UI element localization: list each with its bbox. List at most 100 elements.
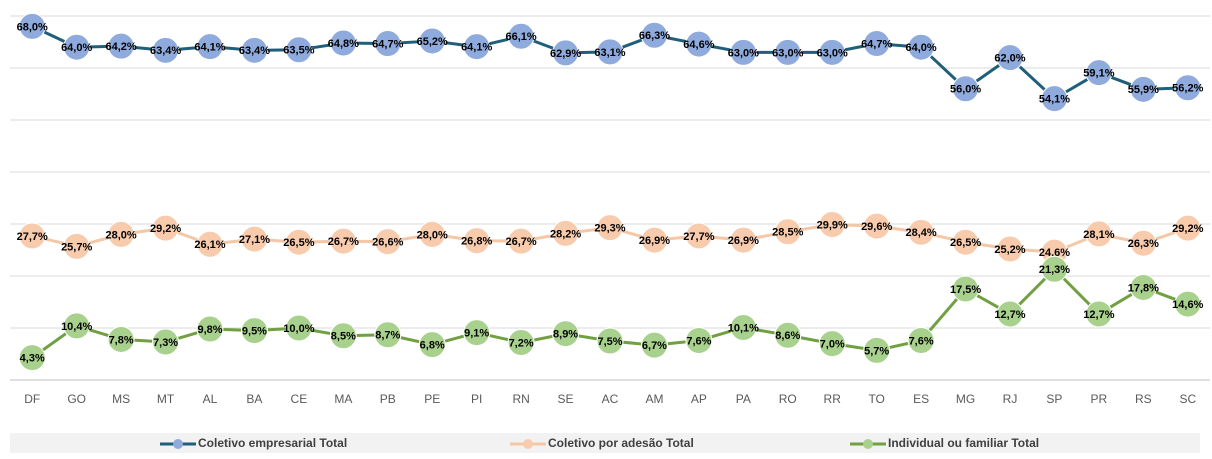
data-label: 26,8% bbox=[461, 236, 492, 248]
data-label: 7,5% bbox=[597, 336, 622, 348]
data-label: 26,6% bbox=[372, 237, 403, 249]
x-tick-label: AP bbox=[691, 392, 707, 406]
marker bbox=[18, 12, 46, 40]
data-label: 54,1% bbox=[1039, 94, 1070, 106]
x-tick-label: RS bbox=[1135, 392, 1152, 406]
marker bbox=[996, 235, 1024, 263]
data-label: 9,5% bbox=[242, 326, 267, 338]
marker bbox=[907, 326, 935, 354]
marker bbox=[374, 30, 402, 58]
data-label: 6,7% bbox=[642, 340, 667, 352]
data-label: 7,6% bbox=[909, 335, 934, 347]
marker bbox=[196, 33, 224, 61]
data-label: 17,8% bbox=[1128, 282, 1159, 294]
marker bbox=[552, 39, 580, 67]
data-label: 26,9% bbox=[728, 235, 759, 247]
marker bbox=[1040, 255, 1068, 283]
marker bbox=[729, 226, 757, 254]
x-tick-label: MS bbox=[112, 392, 130, 406]
data-label: 63,0% bbox=[728, 47, 759, 59]
marker bbox=[552, 320, 580, 348]
data-label: 25,7% bbox=[61, 241, 92, 253]
data-label: 29,6% bbox=[861, 221, 892, 233]
data-label: 64,8% bbox=[328, 38, 359, 50]
x-tick-label: PR bbox=[1091, 392, 1108, 406]
marker bbox=[907, 33, 935, 61]
data-label: 28,5% bbox=[772, 227, 803, 239]
marker bbox=[685, 222, 713, 250]
data-label: 63,0% bbox=[772, 47, 803, 59]
x-tick-label: SC bbox=[1179, 392, 1196, 406]
marker bbox=[240, 225, 268, 253]
data-label: 29,3% bbox=[594, 223, 625, 235]
data-label: 7,3% bbox=[153, 337, 178, 349]
marker bbox=[507, 22, 535, 50]
data-label: 64,0% bbox=[61, 42, 92, 54]
marker bbox=[685, 30, 713, 58]
data-label: 8,5% bbox=[331, 331, 356, 343]
data-label: 9,8% bbox=[197, 324, 222, 336]
data-label: 66,3% bbox=[639, 30, 670, 42]
x-tick-label: ES bbox=[913, 392, 929, 406]
data-label: 17,5% bbox=[950, 284, 981, 296]
marker bbox=[374, 228, 402, 256]
data-label: 21,3% bbox=[1039, 264, 1070, 276]
marker bbox=[463, 319, 491, 347]
marker bbox=[1129, 229, 1157, 257]
data-label: 27,1% bbox=[239, 234, 270, 246]
marker bbox=[685, 326, 713, 354]
marker bbox=[1040, 85, 1068, 113]
marker bbox=[774, 38, 802, 66]
marker bbox=[818, 330, 846, 358]
data-label: 24,6% bbox=[1039, 247, 1070, 259]
data-label: 66,1% bbox=[506, 31, 537, 43]
x-tick-label: CE bbox=[291, 392, 308, 406]
x-tick-label: AL bbox=[203, 392, 218, 406]
marker bbox=[418, 331, 446, 359]
x-tick-label: SE bbox=[558, 392, 574, 406]
data-label: 62,9% bbox=[550, 48, 581, 60]
data-label: 25,2% bbox=[994, 244, 1025, 256]
marker bbox=[107, 220, 135, 248]
marker bbox=[596, 327, 624, 355]
data-label: 27,7% bbox=[683, 231, 714, 243]
data-label: 26,5% bbox=[283, 237, 314, 249]
data-label: 7,2% bbox=[509, 337, 534, 349]
x-tick-label: MA bbox=[334, 392, 352, 406]
marker bbox=[418, 220, 446, 248]
x-tick-label: MG bbox=[956, 392, 975, 406]
x-tick-label: PA bbox=[736, 392, 751, 406]
marker bbox=[863, 30, 891, 58]
x-tick-label: MT bbox=[157, 392, 175, 406]
marker bbox=[285, 228, 313, 256]
marker bbox=[63, 312, 91, 340]
marker bbox=[952, 228, 980, 256]
data-label: 10,4% bbox=[61, 321, 92, 333]
marker bbox=[596, 214, 624, 242]
data-label: 28,1% bbox=[1083, 229, 1114, 241]
marker bbox=[1085, 59, 1113, 87]
marker bbox=[329, 227, 357, 255]
marker bbox=[107, 325, 135, 353]
data-label: 59,1% bbox=[1083, 68, 1114, 80]
data-label: 28,0% bbox=[106, 229, 137, 241]
marker bbox=[507, 329, 535, 357]
marker bbox=[952, 275, 980, 303]
data-label: 56,2% bbox=[1172, 83, 1203, 95]
marker bbox=[63, 33, 91, 61]
legend-label: Coletivo empresarial Total bbox=[198, 436, 347, 450]
data-label: 28,0% bbox=[417, 229, 448, 241]
x-tick-label: RR bbox=[824, 392, 842, 406]
data-label: 7,8% bbox=[109, 334, 134, 346]
data-label: 63,4% bbox=[150, 45, 181, 57]
marker bbox=[196, 230, 224, 258]
legend-label: Coletivo por adesão Total bbox=[548, 436, 694, 450]
marker bbox=[1085, 300, 1113, 328]
x-tick-label: RO bbox=[779, 392, 797, 406]
marker bbox=[640, 226, 668, 254]
marker bbox=[1129, 75, 1157, 103]
marker bbox=[774, 218, 802, 246]
marker bbox=[152, 328, 180, 356]
data-label: 27,7% bbox=[17, 231, 48, 243]
